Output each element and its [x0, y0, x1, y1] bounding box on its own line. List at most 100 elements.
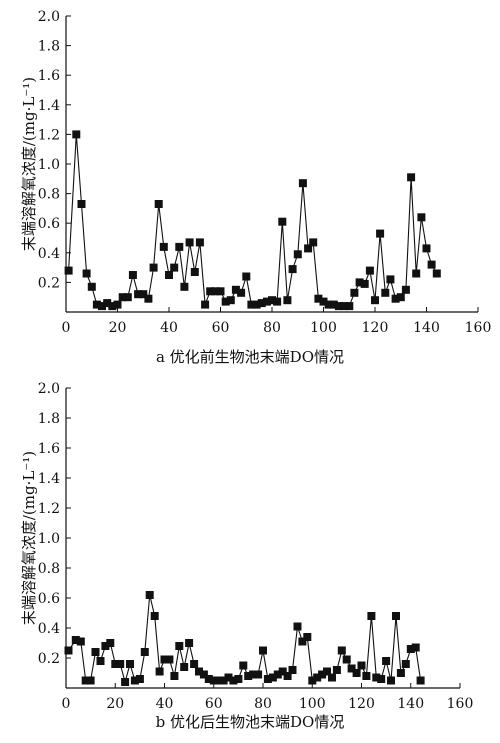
data-point-marker [219, 676, 228, 685]
data-point-marker [134, 290, 143, 299]
data-point-marker [362, 672, 371, 680]
data-point-marker [283, 672, 292, 680]
data-point-marker [170, 672, 179, 680]
data-point-marker [113, 300, 122, 309]
data-point-marker [234, 675, 243, 683]
data-point-marker [224, 673, 233, 682]
data-point-marker [259, 646, 267, 655]
chart-a-y-axis-label: 末端溶解氧浓度/(mg·L⁻¹) [20, 77, 38, 251]
data-point-marker [199, 670, 208, 679]
data-point-marker [273, 297, 282, 306]
data-point-marker [324, 300, 333, 309]
data-point-marker [221, 297, 230, 306]
data-point-marker [118, 293, 127, 302]
data-point-marker [298, 637, 307, 646]
data-point-marker [268, 296, 276, 305]
data-point-marker [175, 642, 184, 650]
data-point-marker [242, 272, 251, 281]
data-point-marker [371, 296, 379, 305]
data-point-marker [226, 296, 235, 305]
data-point-marker [416, 676, 425, 685]
data-point-marker [318, 670, 327, 679]
data-point-marker [392, 612, 400, 620]
chart-b-y-axis-label: 末端溶解氧浓度/(mg·L⁻¹) [20, 451, 38, 625]
data-point-marker [252, 300, 261, 309]
data-point-marker [376, 229, 385, 238]
data-point-marker [314, 294, 323, 303]
data-point-marker [185, 238, 194, 247]
data-point-marker [111, 660, 120, 668]
data-point-marker [87, 282, 96, 291]
data-point-marker [159, 242, 168, 251]
data-point-marker [365, 266, 374, 275]
x-tick-label: 140 [413, 320, 440, 336]
y-tick-label: 1.4 [38, 98, 60, 114]
data-point-marker [150, 612, 159, 620]
data-point-marker [86, 676, 95, 685]
data-point-marker [108, 302, 117, 311]
data-point-marker [165, 655, 174, 664]
data-point-marker [72, 130, 81, 139]
data-point-marker [432, 269, 441, 278]
data-point-marker [381, 288, 390, 297]
x-tick-label: 80 [263, 320, 281, 336]
data-point-marker [209, 676, 218, 685]
y-tick-label: 0.8 [38, 187, 60, 203]
data-point-marker [128, 271, 137, 279]
y-tick-label: 0.4 [38, 621, 60, 637]
data-point-marker [422, 244, 431, 253]
data-point-marker [170, 263, 179, 272]
data-point-marker [81, 676, 90, 685]
data-point-marker [337, 646, 346, 655]
data-point-marker [206, 287, 215, 296]
data-point-marker [175, 242, 184, 251]
data-point-marker [401, 285, 410, 294]
data-point-marker [237, 288, 246, 297]
x-tick-label: 0 [62, 696, 71, 712]
data-point-marker [329, 300, 338, 309]
x-tick-label: 60 [205, 696, 223, 712]
data-point-marker [180, 663, 189, 671]
data-point-marker [257, 299, 266, 308]
data-point-marker [263, 675, 272, 683]
x-tick-label: 120 [362, 320, 389, 336]
data-point-marker [135, 675, 144, 683]
data-point-marker [355, 278, 364, 287]
data-point-marker [64, 646, 73, 655]
y-tick-label: 0.4 [38, 246, 60, 262]
data-point-marker [101, 642, 110, 650]
data-point-marker [195, 667, 203, 676]
chart-panel-a: 末端溶解氧浓度/(mg·L⁻¹) 0.2 0.4 0.6 0.8 1.0 1.2 1.4 1.… [0, 0, 500, 370]
data-point-marker [268, 673, 277, 682]
data-point-marker [323, 667, 331, 676]
data-point-marker [144, 294, 153, 303]
data-point-marker [427, 260, 436, 269]
data-point-marker [332, 666, 341, 674]
data-point-marker [123, 293, 132, 302]
chart-b-svg: 末端溶解氧浓度/(mg·L⁻¹) 0.2 0.4 0.6 0.8 1.0 1.2 1.4 1.… [20, 381, 473, 731]
data-point-marker [347, 664, 356, 673]
x-tick-label: 20 [109, 320, 127, 336]
data-point-marker [288, 265, 297, 274]
data-point-marker [345, 302, 354, 311]
x-tick-label: 0 [62, 320, 71, 336]
data-point-marker [145, 591, 154, 599]
y-tick-label: 1.2 [38, 127, 60, 143]
data-point-marker [262, 297, 271, 306]
data-point-marker [160, 655, 169, 664]
data-point-marker [130, 676, 139, 685]
y-tick-label: 0.2 [38, 651, 60, 667]
chart-b-caption: b 优化后生物池末端DO情况 [156, 713, 345, 731]
data-point-marker [328, 673, 336, 682]
data-point-marker [386, 275, 395, 284]
data-point-marker [71, 636, 80, 644]
x-tick-label: 80 [254, 696, 272, 712]
data-point-marker [391, 294, 400, 303]
data-point-marker [387, 676, 395, 685]
y-tick-label: 0.6 [38, 591, 60, 607]
x-tick-label: 40 [160, 320, 178, 336]
y-tick-label: 1.0 [38, 157, 60, 173]
data-point-marker [273, 670, 282, 679]
y-tick-label: 1.6 [38, 441, 60, 457]
data-point-marker [293, 622, 302, 631]
